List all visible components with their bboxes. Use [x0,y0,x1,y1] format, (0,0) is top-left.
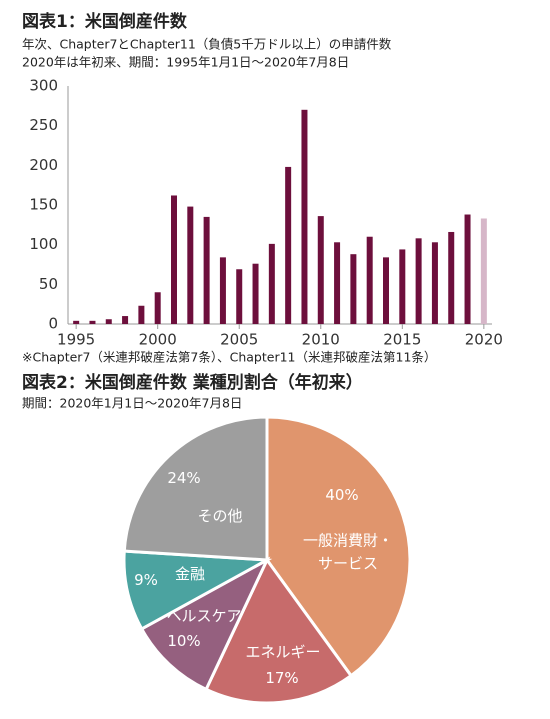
bar [105,319,112,324]
x-tick-label: 2010 [302,331,340,349]
bar [415,238,422,324]
pie-slice [122,415,269,562]
y-tick-label: 50 [39,275,58,293]
subtitle: 年次、Chapter7とChapter11（負債5千万ドル以上）の申請件数 [22,37,392,52]
bar [350,254,357,324]
note: ※Chapter7（米連邦破産法第7条）、Chapter11（米連邦破産法第11… [22,350,436,365]
slice-label: 一般消費財・サービス [302,531,393,573]
x-tick-label: 2015 [383,331,421,349]
bar [448,231,455,324]
subtitle: 2020年は年初来、期間：1995年1月1日～2020年7月8日 [22,55,349,70]
y-tick-label: 0 [48,315,58,333]
pie-slice [265,415,412,678]
x-tick-label: 2020 [465,331,503,349]
bar [89,320,96,324]
y-tick-label: 150 [29,196,58,214]
bar [138,305,145,324]
bar [203,216,210,324]
bar [154,292,161,324]
bar [268,243,275,324]
y-tick-label: 200 [29,156,58,174]
chart-title: 図表1：米国倒産件数 [22,11,188,32]
x-tick-label: 1995 [57,331,95,349]
percent-label: 40% [325,485,359,504]
y-tick-label: 100 [29,235,58,253]
y-tick-label: 250 [29,116,58,134]
slice-label: 金融 [174,564,206,583]
bar [252,263,259,324]
bar [464,214,471,324]
pie-slice [122,549,273,631]
percent-label: 9% [134,570,158,589]
bar [383,257,389,324]
bar [480,218,487,324]
bar [399,249,406,324]
bar [219,257,226,324]
x-tick-label: 2000 [139,331,177,349]
pie-slice [139,556,271,692]
slice-label: その他 [197,506,243,525]
bar [236,269,243,324]
slice-label: ヘルスケア [166,606,242,625]
bar [73,320,80,324]
bar [431,242,438,324]
subtitle: 期間：2020年1月1日～2020年7月8日 [22,396,242,411]
percent-label: 24% [167,468,201,487]
x-tick-label: 2005 [220,331,258,349]
bar [171,195,177,324]
bar [122,316,129,324]
bar [301,109,308,324]
bar [285,166,292,324]
y-tick-label: 300 [29,77,58,95]
slice-label: エネルギー [245,642,321,661]
pie-slice [204,557,354,705]
chart-title: 図表2：米国倒産件数 業種別割合（年初来） [22,372,363,393]
bar [187,206,194,324]
bar [334,242,341,324]
bar [317,216,324,324]
percent-label: 17% [265,668,299,687]
bar [366,236,373,324]
percent-label: 10% [167,631,201,650]
